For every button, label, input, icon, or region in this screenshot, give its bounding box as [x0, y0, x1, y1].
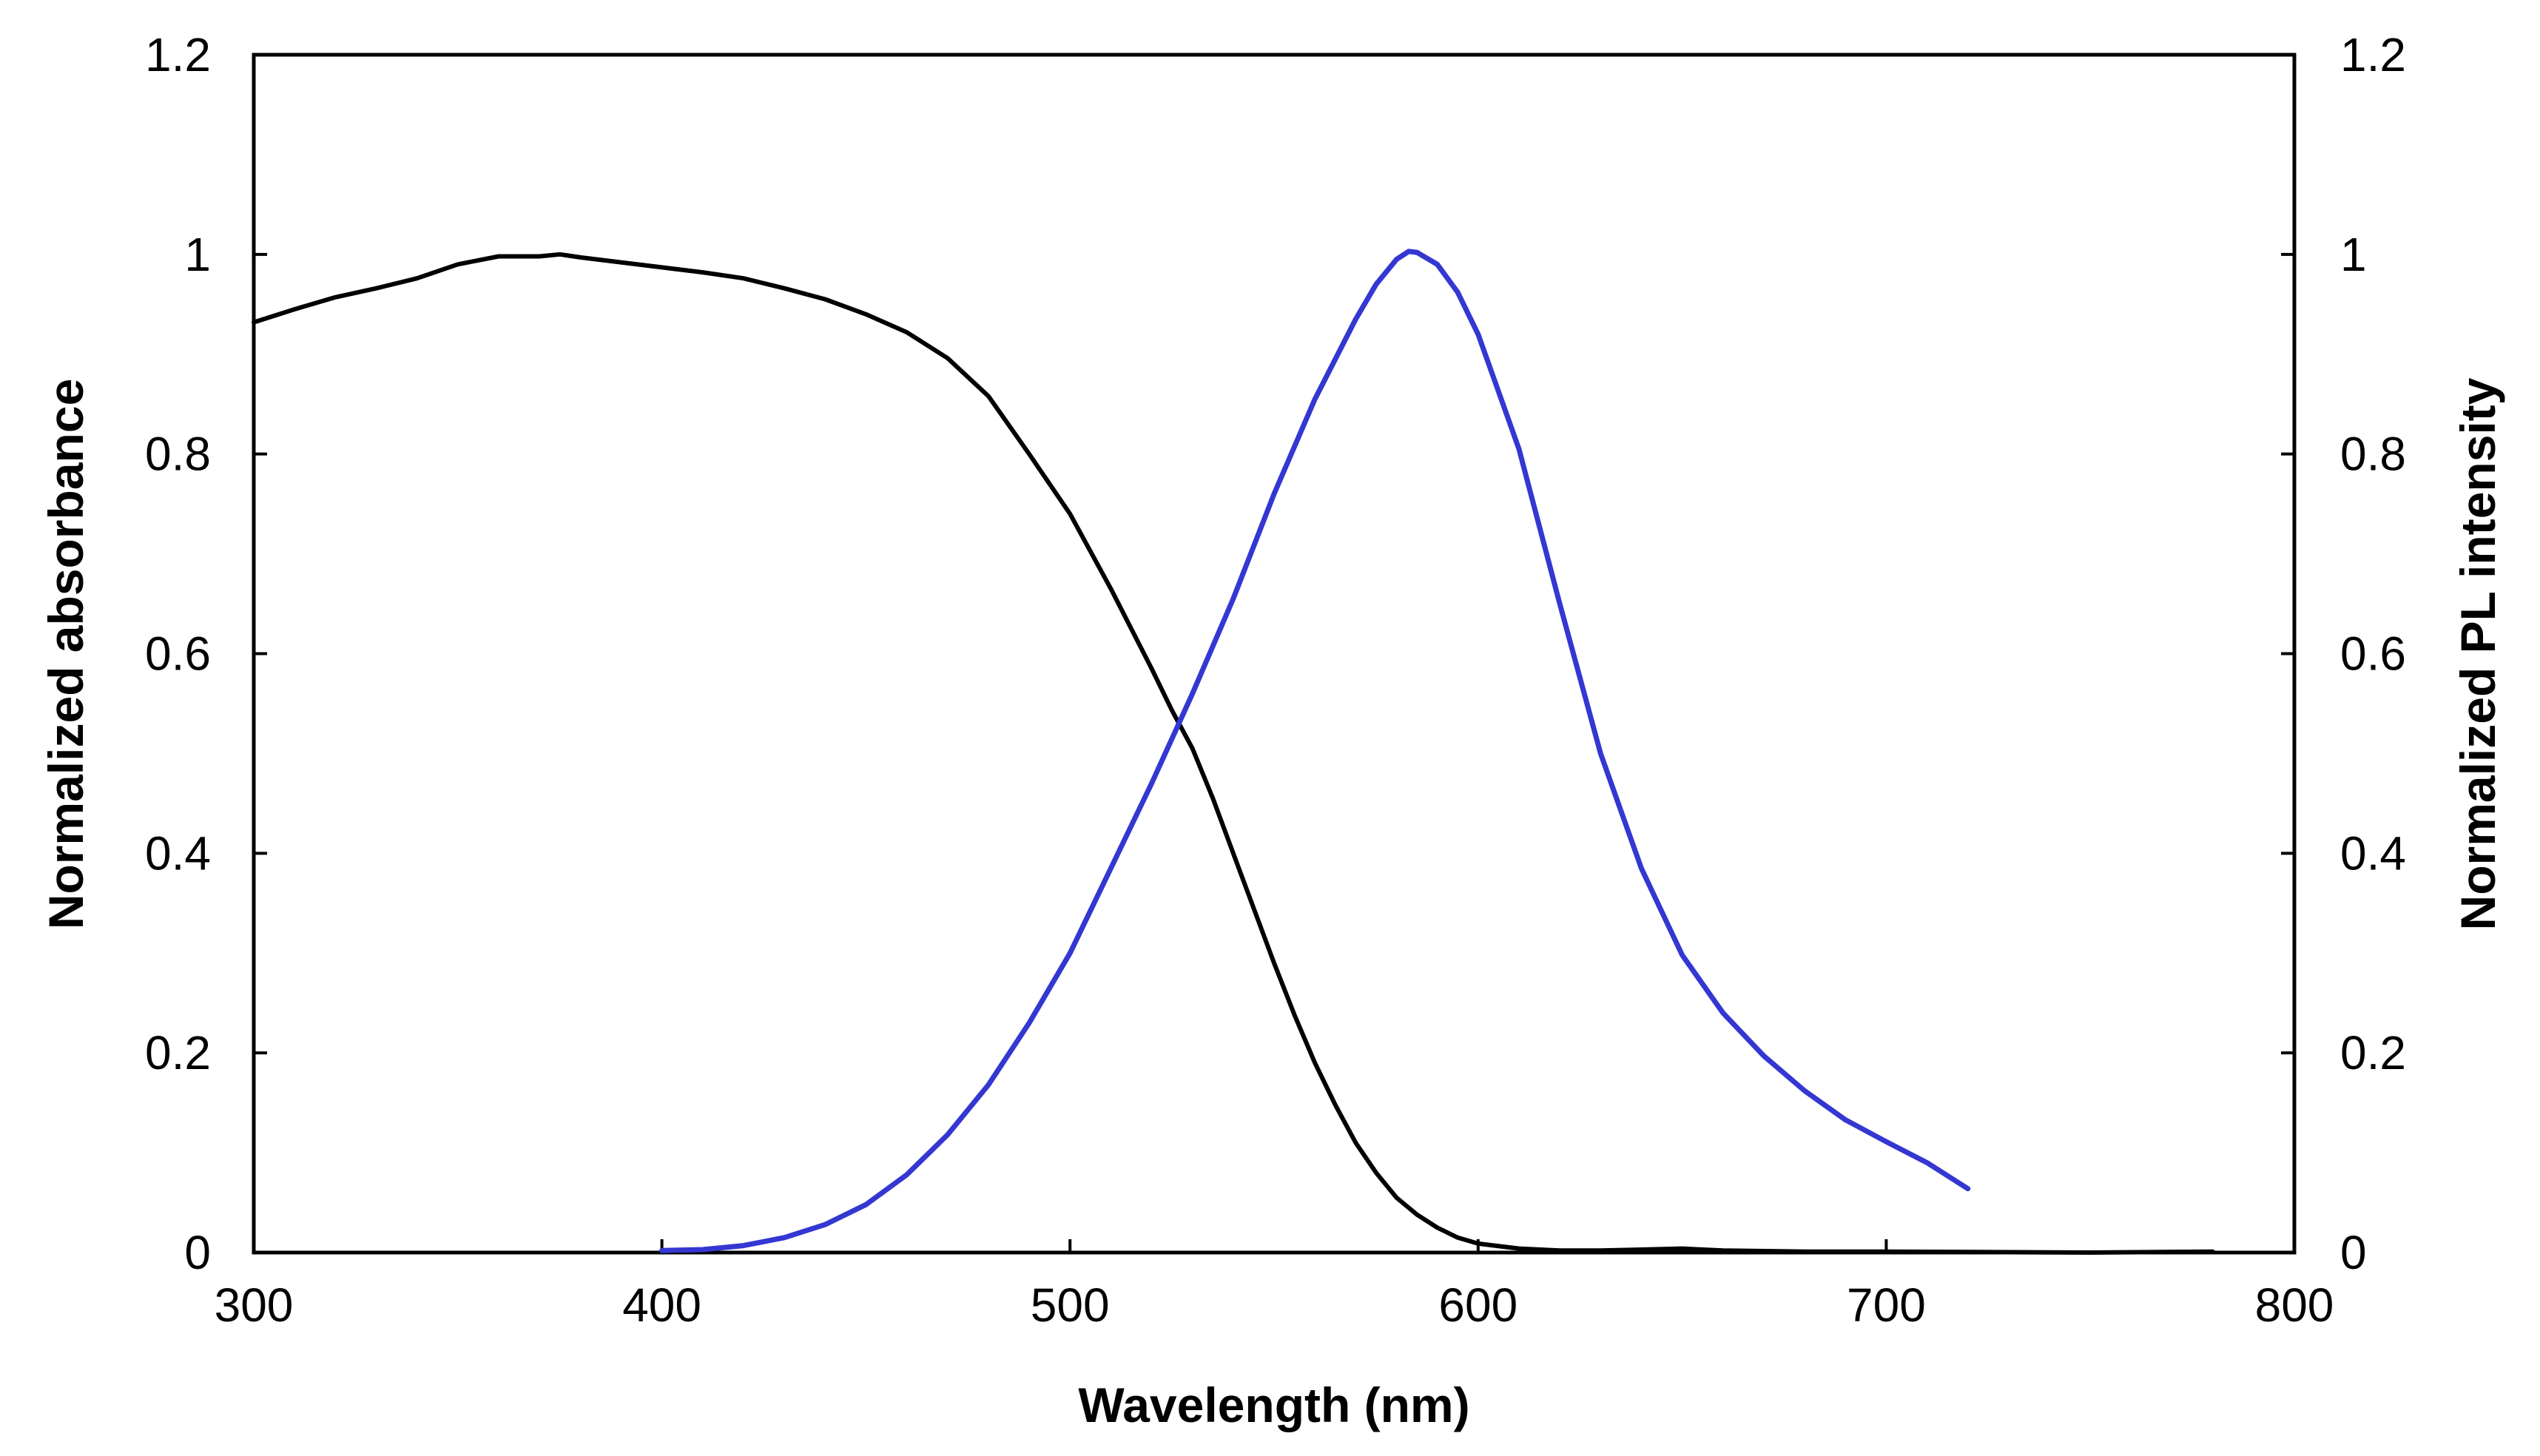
x-tick-label: 700 [1847, 1278, 1926, 1332]
y2-tick-label: 0.6 [2340, 627, 2406, 681]
y2-tick-label: 0.2 [2340, 1026, 2406, 1079]
y-tick-label: 0.6 [145, 627, 211, 681]
y2-tick-label: 1.2 [2340, 28, 2406, 81]
x-tick-label: 600 [1438, 1278, 1517, 1332]
y-axis-title: Normalized absorbance [38, 379, 93, 930]
y2-axis-ticks: 0 0.2 0.4 0.6 0.8 1 1.2 [2281, 28, 2406, 1279]
y-tick-label: 0 [184, 1226, 211, 1279]
y-axis-ticks: 0 0.2 0.4 0.6 0.8 1 1.2 [145, 28, 267, 1279]
series-group [252, 249, 2215, 1255]
x-tick-label: 300 [215, 1278, 294, 1332]
pl-intensity-series-line [659, 249, 1971, 1253]
x-axis-ticks: 300 400 500 600 700 800 [215, 1239, 2334, 1332]
y-tick-label: 1.2 [145, 28, 211, 81]
x-tick-label: 800 [2255, 1278, 2334, 1332]
y-tick-label: 0.2 [145, 1026, 211, 1079]
x-axis-title: Wavelength (nm) [1078, 1378, 1469, 1432]
y2-tick-label: 0.8 [2340, 428, 2406, 481]
y2-tick-label: 1 [2340, 228, 2367, 281]
plot-frame [252, 53, 2297, 1255]
absorbance-series-line [252, 252, 2215, 1255]
y2-tick-label: 0 [2340, 1226, 2367, 1279]
y2-axis-title: Normalized PL intensity [2450, 377, 2505, 930]
x-tick-label: 500 [1031, 1278, 1110, 1332]
y2-tick-label: 0.4 [2340, 826, 2406, 880]
x-tick-label: 400 [622, 1278, 701, 1332]
y-tick-label: 0.8 [145, 428, 211, 481]
y-tick-label: 0.4 [145, 826, 211, 880]
y-tick-label: 1 [184, 228, 211, 281]
